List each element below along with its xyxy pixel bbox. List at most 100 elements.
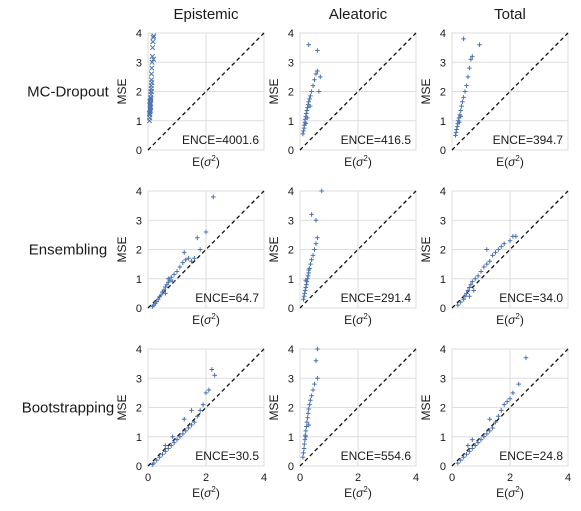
- y-tick-label: 2: [288, 403, 294, 415]
- data-point: [157, 454, 162, 460]
- data-point: [148, 96, 154, 102]
- data-point: [513, 234, 519, 239]
- data-point: [468, 282, 474, 287]
- row-title-0: MC-Dropout: [27, 84, 110, 101]
- data-point: [307, 103, 313, 109]
- y-tick-label: 4: [440, 28, 446, 40]
- data-point: [496, 247, 501, 252]
- data-point: [461, 95, 466, 100]
- y-tick-label: 3: [288, 373, 294, 385]
- data-point: [472, 443, 478, 448]
- data-point: [467, 294, 472, 299]
- data-point: [313, 358, 319, 363]
- data-point: [302, 291, 307, 296]
- x-tick-label: 4: [413, 472, 419, 484]
- x-axis-label: E(σ2): [344, 312, 372, 327]
- data-point: [487, 258, 492, 264]
- data-point: [455, 460, 461, 466]
- x-axis-label: E(σ2): [496, 312, 524, 327]
- data-point: [301, 450, 306, 456]
- panel-1-1: 0 1 2 3 4 ENCE=291.4 E(σ2) MSE: [267, 186, 417, 327]
- y-tick-label: 4: [288, 186, 294, 198]
- data-point: [313, 71, 319, 77]
- data-point: [305, 415, 310, 421]
- data-point: [301, 294, 307, 299]
- data-point: [168, 443, 174, 448]
- y-tick-label: 4: [288, 28, 294, 40]
- data-point: [481, 264, 487, 270]
- data-point: [470, 446, 475, 451]
- data-point: [459, 103, 464, 109]
- x-axis-label: E(σ2): [192, 154, 220, 169]
- data-point: [150, 34, 156, 41]
- data-point: [523, 355, 529, 361]
- ence-label: ENCE=24.8: [499, 449, 563, 463]
- y-tick-label: 4: [136, 344, 142, 356]
- data-point: [454, 124, 460, 129]
- data-point: [183, 428, 188, 434]
- y-tick-label: 0: [440, 145, 446, 157]
- row-title-1: Ensembling: [29, 242, 107, 259]
- data-point: [147, 104, 154, 111]
- y-tick-label: 0: [288, 145, 294, 157]
- data-point: [496, 413, 501, 419]
- data-point: [212, 373, 217, 378]
- x-axis-label: E(σ2): [192, 485, 220, 500]
- data-point: [307, 96, 312, 102]
- data-point: [180, 431, 186, 437]
- data-point: [195, 413, 200, 419]
- data-point: [478, 437, 484, 442]
- data-point: [470, 54, 475, 59]
- row-title-2: Bootstrapping: [22, 400, 115, 417]
- data-point: [302, 437, 308, 442]
- y-tick-label: 4: [288, 344, 294, 356]
- data-point: [499, 408, 504, 413]
- y-axis-label: MSE: [419, 236, 433, 262]
- y-tick-label: 3: [136, 57, 142, 69]
- y-tick-label: 0: [288, 303, 294, 315]
- y-tick-label: 4: [136, 28, 142, 40]
- data-point: [306, 422, 311, 428]
- data-point: [315, 48, 320, 53]
- y-tick-label: 2: [136, 87, 142, 99]
- y-axis-label: MSE: [267, 394, 281, 420]
- data-point: [195, 235, 200, 241]
- data-point: [455, 302, 461, 308]
- data-point: [302, 441, 307, 447]
- data-point: [315, 375, 320, 381]
- data-point: [197, 408, 203, 413]
- data-point: [308, 93, 313, 99]
- y-tick-label: 4: [136, 186, 142, 198]
- data-point: [456, 119, 462, 125]
- data-point: [163, 291, 168, 296]
- data-point: [484, 261, 490, 267]
- data-point: [477, 42, 482, 47]
- data-point: [467, 285, 472, 290]
- data-point: [305, 105, 310, 110]
- data-point: [154, 457, 159, 463]
- y-tick-label: 1: [440, 274, 446, 286]
- y-tick-label: 3: [288, 215, 294, 227]
- data-point: [501, 241, 507, 246]
- data-point: [462, 294, 468, 299]
- data-point: [475, 273, 481, 279]
- data-point: [302, 288, 308, 293]
- data-point: [490, 253, 495, 258]
- y-tick-label: 1: [288, 274, 294, 286]
- data-point: [174, 437, 180, 442]
- x-axis-label: E(σ2): [192, 312, 220, 327]
- data-point: [309, 257, 314, 263]
- data-point: [458, 114, 463, 119]
- data-point: [468, 57, 474, 62]
- y-tick-label: 3: [136, 373, 142, 385]
- data-point: [309, 212, 314, 217]
- data-point: [303, 121, 309, 126]
- x-tick-label: 4: [261, 472, 267, 484]
- ence-label: ENCE=394.7: [493, 133, 564, 147]
- data-point: [460, 99, 465, 105]
- data-point: [315, 68, 320, 74]
- data-point: [171, 272, 177, 277]
- ence-label: ENCE=4001.6: [182, 133, 259, 147]
- data-point: [149, 44, 156, 51]
- data-point: [304, 282, 309, 287]
